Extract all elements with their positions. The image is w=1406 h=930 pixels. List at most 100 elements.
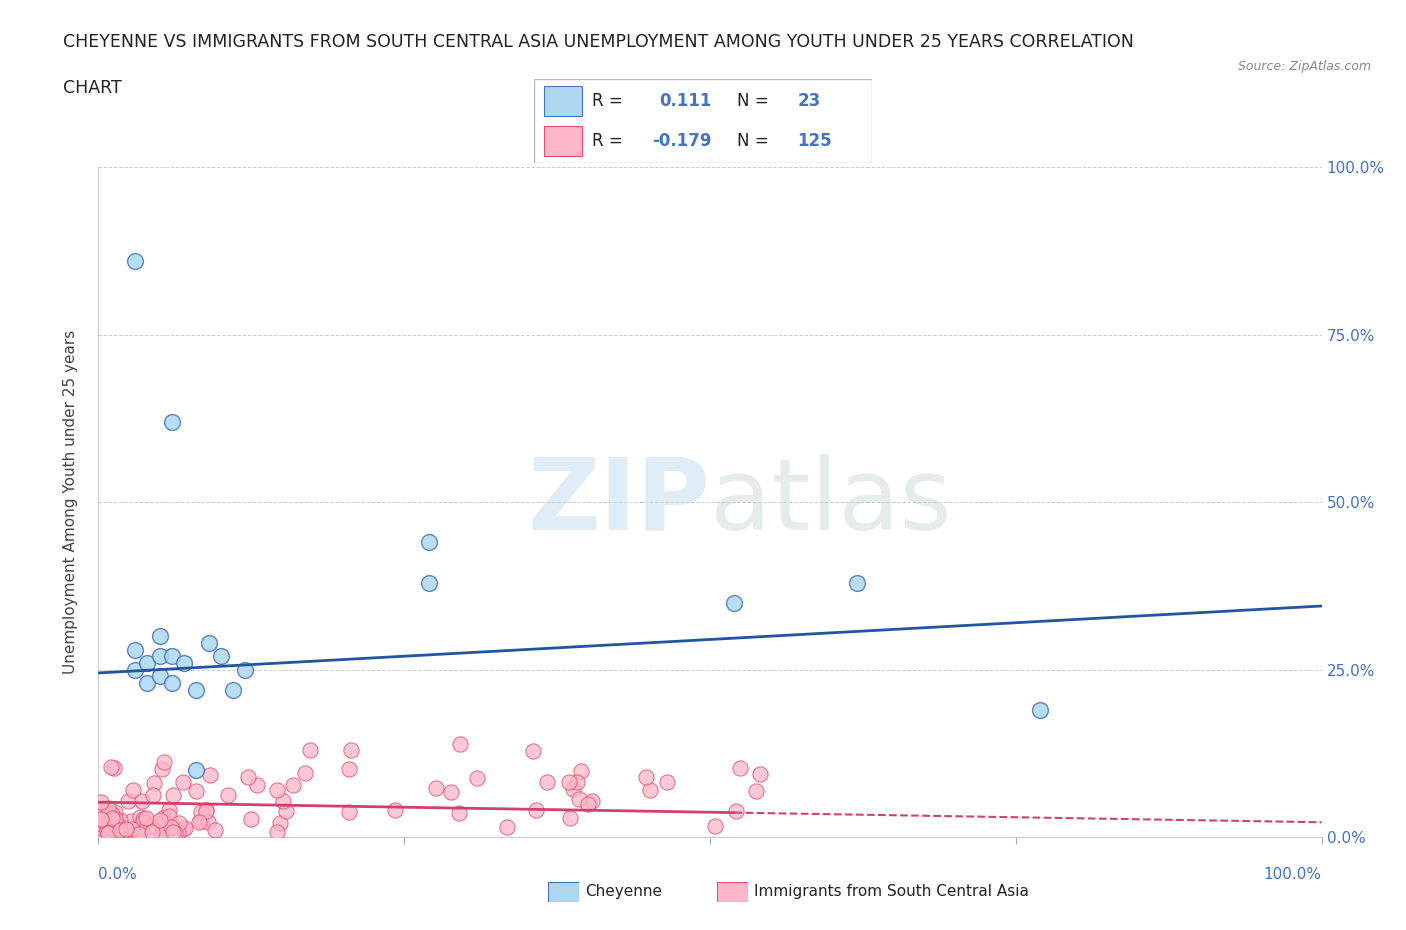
Point: [152, 820, 174, 835]
Point: [160, 649, 183, 664]
Point: [98, 823, 121, 838]
Point: [153, 755, 176, 770]
Point: [418, 535, 440, 550]
Point: [108, 822, 131, 837]
Point: [233, 662, 256, 677]
Point: [124, 642, 146, 657]
Point: [139, 818, 162, 833]
Point: [294, 765, 316, 780]
Point: [522, 744, 544, 759]
Point: [339, 762, 361, 777]
Point: [188, 815, 211, 830]
Point: [728, 761, 751, 776]
Point: [162, 788, 184, 803]
Text: 100.0%: 100.0%: [1264, 867, 1322, 883]
Point: [128, 826, 150, 841]
Point: [160, 819, 183, 834]
Point: [100, 759, 122, 774]
Point: [266, 824, 288, 839]
Point: [565, 775, 588, 790]
Point: [108, 820, 131, 835]
Point: [97, 826, 120, 841]
Point: [152, 810, 174, 825]
Point: [197, 635, 219, 650]
Point: [124, 254, 146, 269]
Point: [115, 825, 138, 840]
Point: [160, 675, 183, 690]
Point: [149, 813, 172, 828]
Point: [186, 683, 208, 698]
Text: -0.179: -0.179: [652, 132, 711, 150]
Point: [197, 815, 219, 830]
Point: [98, 820, 121, 835]
Point: [149, 649, 172, 664]
Text: ZIP: ZIP: [527, 454, 710, 551]
Point: [340, 742, 363, 757]
Text: CHART: CHART: [63, 79, 122, 97]
Point: [149, 629, 172, 644]
Point: [135, 810, 157, 825]
Point: [149, 669, 172, 684]
Point: [121, 821, 143, 836]
Text: Cheyenne: Cheyenne: [585, 884, 662, 899]
Text: Source: ZipAtlas.com: Source: ZipAtlas.com: [1237, 60, 1371, 73]
Point: [581, 793, 603, 808]
Point: [96, 822, 118, 837]
Point: [449, 737, 471, 751]
Point: [1029, 702, 1052, 717]
Point: [128, 825, 150, 840]
Point: [149, 819, 172, 834]
Point: [222, 683, 245, 698]
Point: [283, 777, 305, 792]
Point: [110, 813, 132, 828]
Point: [524, 803, 547, 817]
Point: [90, 820, 112, 835]
Point: [91, 802, 114, 817]
Point: [269, 816, 291, 830]
Point: [209, 649, 232, 664]
Point: [173, 656, 195, 671]
Point: [238, 769, 260, 784]
Point: [640, 783, 662, 798]
Point: [136, 656, 159, 671]
Point: [142, 787, 165, 802]
Point: [90, 811, 112, 826]
Point: [167, 816, 190, 830]
Point: [104, 804, 127, 819]
Point: [111, 825, 134, 840]
Point: [576, 796, 599, 811]
Point: [418, 575, 440, 590]
Point: [749, 766, 772, 781]
Point: [105, 817, 128, 832]
Point: [186, 783, 208, 798]
Point: [561, 782, 583, 797]
Point: [107, 824, 129, 839]
Point: [724, 804, 747, 818]
Point: [440, 784, 463, 799]
Y-axis label: Unemployment Among Youth under 25 years: Unemployment Among Youth under 25 years: [63, 330, 77, 674]
Text: CHEYENNE VS IMMIGRANTS FROM SOUTH CENTRAL ASIA UNEMPLOYMENT AMONG YOUTH UNDER 25: CHEYENNE VS IMMIGRANTS FROM SOUTH CENTRA…: [63, 33, 1135, 50]
Point: [90, 803, 112, 817]
Point: [101, 812, 124, 827]
Point: [157, 808, 180, 823]
Point: [186, 763, 208, 777]
Text: 0.0%: 0.0%: [98, 867, 138, 883]
Point: [162, 825, 184, 840]
Point: [465, 771, 488, 786]
Point: [117, 793, 139, 808]
Text: 23: 23: [797, 92, 821, 110]
Point: [97, 817, 120, 832]
FancyBboxPatch shape: [534, 79, 872, 163]
Point: [536, 775, 558, 790]
Point: [167, 825, 190, 840]
Point: [100, 806, 122, 821]
Point: [160, 415, 183, 430]
Point: [120, 814, 142, 829]
Point: [157, 803, 180, 817]
Point: [124, 662, 146, 677]
Point: [266, 782, 288, 797]
Point: [91, 820, 114, 835]
Point: [723, 595, 745, 610]
Point: [105, 823, 128, 838]
Point: [111, 826, 134, 841]
